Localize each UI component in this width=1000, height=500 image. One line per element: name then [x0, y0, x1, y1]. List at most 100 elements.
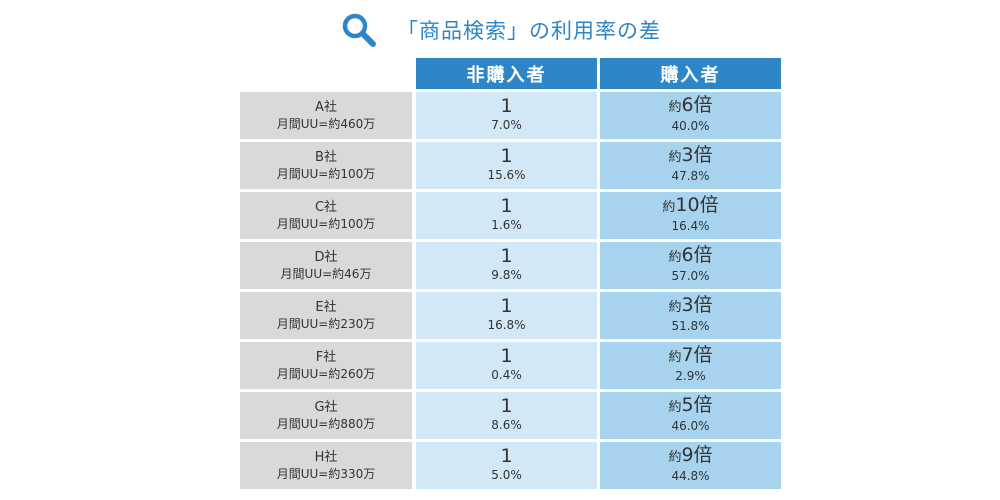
buyer-ratio: 約3倍	[668, 143, 713, 167]
buyer-ratio: 約10倍	[662, 193, 719, 217]
non-buyer-rate: 1.6%	[491, 217, 522, 232]
buyer-ratio-prefix: 約	[668, 399, 682, 415]
buyer-cell: 約10倍 16.4%	[600, 192, 781, 239]
buyer-ratio-value: 3倍	[681, 293, 713, 316]
buyer-ratio: 約7倍	[668, 343, 713, 367]
company-name: E社	[315, 299, 337, 315]
monthly-uu: 月間UU=約260万	[276, 366, 376, 381]
buyer-cell: 約3倍 51.8%	[600, 292, 781, 339]
non-buyer-ratio: 1	[500, 294, 513, 317]
table-body: A社 月間UU=約460万 1 7.0% 約6倍 40.0% B社 月間UU=約100万 1 15…	[240, 92, 781, 489]
non-buyer-ratio: 1	[500, 194, 513, 217]
monthly-uu: 月間UU=約460万	[276, 116, 376, 131]
non-buyer-ratio: 1	[500, 244, 513, 267]
non-buyer-cell: 1 0.4%	[416, 342, 597, 389]
non-buyer-cell: 1 15.6%	[416, 142, 597, 189]
buyer-cell: 約6倍 40.0%	[600, 92, 781, 139]
table-row: D社 月間UU=約46万 1 9.8% 約6倍 57.0%	[240, 242, 781, 289]
non-buyer-ratio: 1	[500, 394, 513, 417]
non-buyer-rate: 5.0%	[491, 467, 522, 482]
header-empty-cell	[240, 58, 412, 89]
buyer-ratio: 約9倍	[668, 443, 713, 467]
table-row: B社 月間UU=約100万 1 15.6% 約3倍 47.8%	[240, 142, 781, 189]
table-row: G社 月間UU=約880万 1 8.6% 約5倍 46.0%	[240, 392, 781, 439]
non-buyer-ratio: 1	[500, 344, 513, 367]
buyer-rate: 57.0%	[671, 268, 710, 283]
non-buyer-rate: 16.8%	[487, 317, 526, 332]
buyer-ratio: 約6倍	[668, 243, 713, 267]
monthly-uu: 月間UU=約100万	[276, 166, 376, 181]
table-row: H社 月間UU=約330万 1 5.0% 約9倍 44.8%	[240, 442, 781, 489]
non-buyer-ratio: 1	[500, 144, 513, 167]
table-header-row: 非購入者 購入者	[240, 58, 781, 89]
non-buyer-rate: 15.6%	[487, 167, 526, 182]
non-buyer-rate: 7.0%	[491, 117, 522, 132]
non-buyer-cell: 1 1.6%	[416, 192, 597, 239]
buyer-ratio-prefix: 約	[668, 99, 682, 115]
buyer-ratio-value: 7倍	[681, 343, 713, 366]
non-buyer-ratio: 1	[500, 94, 513, 117]
company-cell: F社 月間UU=約260万	[240, 342, 412, 389]
buyer-ratio-prefix: 約	[668, 449, 682, 465]
company-cell: H社 月間UU=約330万	[240, 442, 412, 489]
header-non-buyer: 非購入者	[416, 58, 597, 89]
company-cell: A社 月間UU=約460万	[240, 92, 412, 139]
company-name: C社	[314, 199, 338, 215]
monthly-uu: 月間UU=約330万	[276, 466, 376, 481]
company-cell: B社 月間UU=約100万	[240, 142, 412, 189]
buyer-rate: 51.8%	[671, 318, 710, 333]
company-name: H社	[314, 449, 338, 465]
buyer-rate: 2.9%	[675, 368, 706, 383]
table-row: F社 月間UU=約260万 1 0.4% 約7倍 2.9%	[240, 342, 781, 389]
buyer-ratio-prefix: 約	[668, 249, 682, 265]
non-buyer-cell: 1 9.8%	[416, 242, 597, 289]
monthly-uu: 月間UU=約46万	[280, 266, 372, 281]
buyer-cell: 約6倍 57.0%	[600, 242, 781, 289]
buyer-ratio-prefix: 約	[668, 299, 682, 315]
monthly-uu: 月間UU=約100万	[276, 216, 376, 231]
buyer-ratio-value: 5倍	[681, 393, 713, 416]
buyer-cell: 約9倍 44.8%	[600, 442, 781, 489]
company-name: A社	[315, 99, 337, 115]
non-buyer-cell: 1 16.8%	[416, 292, 597, 339]
buyer-rate: 16.4%	[671, 218, 710, 233]
company-name: G社	[314, 399, 338, 415]
table-row: C社 月間UU=約100万 1 1.6% 約10倍 16.4%	[240, 192, 781, 239]
company-cell: E社 月間UU=約230万	[240, 292, 412, 339]
buyer-ratio-prefix: 約	[668, 149, 682, 165]
company-name: F社	[315, 349, 337, 365]
buyer-ratio-prefix: 約	[662, 199, 676, 215]
monthly-uu: 月間UU=約230万	[276, 316, 376, 331]
non-buyer-rate: 8.6%	[491, 417, 522, 432]
buyer-ratio-value: 3倍	[681, 143, 713, 166]
non-buyer-cell: 1 8.6%	[416, 392, 597, 439]
non-buyer-cell: 1 5.0%	[416, 442, 597, 489]
table-row: E社 月間UU=約230万 1 16.8% 約3倍 51.8%	[240, 292, 781, 339]
buyer-ratio-value: 10倍	[675, 193, 719, 216]
buyer-rate: 47.8%	[671, 168, 710, 183]
non-buyer-ratio: 1	[500, 444, 513, 467]
monthly-uu: 月間UU=約880万	[276, 416, 376, 431]
buyer-ratio: 約5倍	[668, 393, 713, 417]
buyer-ratio: 約6倍	[668, 95, 712, 117]
buyer-cell: 約3倍 47.8%	[600, 142, 781, 189]
buyer-ratio-value: 6倍	[681, 243, 713, 266]
header-buyer: 購入者	[600, 58, 781, 89]
buyer-ratio-value: 9倍	[681, 443, 713, 466]
buyer-cell: 約5倍 46.0%	[600, 392, 781, 439]
non-buyer-rate: 9.8%	[491, 267, 522, 282]
comparison-table: 非購入者 購入者 A社 月間UU=約460万 1 7.0% 約6倍 40.0% B社 月間UU…	[240, 58, 781, 492]
company-cell: C社 月間UU=約100万	[240, 192, 412, 239]
company-cell: G社 月間UU=約880万	[240, 392, 412, 439]
buyer-rate: 44.8%	[671, 468, 710, 483]
chart-title-area: 「商品検索」の利用率の差	[0, 10, 1000, 50]
non-buyer-rate: 0.4%	[491, 367, 522, 382]
company-cell: D社 月間UU=約46万	[240, 242, 412, 289]
chart-title: 「商品検索」の利用率の差	[397, 19, 661, 43]
table-row: A社 月間UU=約460万 1 7.0% 約6倍 40.0%	[240, 92, 781, 139]
buyer-ratio-prefix: 約	[668, 349, 682, 365]
buyer-rate: 40.0%	[671, 118, 710, 133]
non-buyer-cell: 1 7.0%	[416, 92, 597, 139]
search-icon	[339, 10, 379, 50]
